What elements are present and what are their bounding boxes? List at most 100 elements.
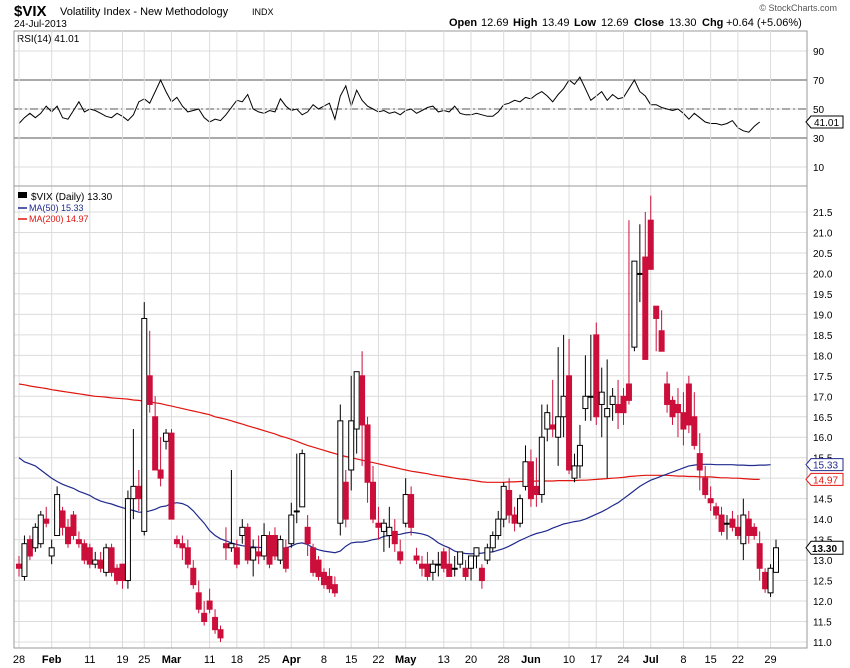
candle-body xyxy=(713,506,720,516)
candle xyxy=(288,502,295,548)
candle xyxy=(277,535,284,565)
candle xyxy=(718,506,725,536)
candle xyxy=(26,535,33,561)
candle xyxy=(631,260,638,352)
date-tick-label: 15 xyxy=(345,654,357,666)
candle xyxy=(32,523,39,552)
date-tick-label: 25 xyxy=(138,654,150,666)
candle xyxy=(745,510,752,544)
candle-body xyxy=(745,518,752,537)
candle-body xyxy=(304,526,311,545)
candle xyxy=(190,560,197,589)
candle xyxy=(315,555,322,581)
candle-body xyxy=(762,571,769,590)
candle-body xyxy=(342,481,349,520)
candle xyxy=(669,396,676,425)
rsi-panel: 90 70 50 30 10 RSI(14) 41.01 41.01 xyxy=(13,30,844,187)
price-legend-label: $VIX (Daily) 13.30 xyxy=(31,192,113,203)
date-tick-label: 22 xyxy=(732,654,744,666)
candle-body xyxy=(549,424,556,430)
ma50-tag: 15.33 xyxy=(805,458,844,472)
candle xyxy=(489,531,496,552)
candle-body xyxy=(517,498,524,524)
low-value: 12.69 xyxy=(601,17,629,29)
candle xyxy=(282,539,289,573)
candle xyxy=(527,449,534,507)
candle xyxy=(598,367,605,438)
instrument-name: Volatility Index - New Methodology xyxy=(60,6,229,18)
candle-body xyxy=(609,395,616,405)
candle xyxy=(37,510,44,548)
candle-body xyxy=(348,420,355,471)
candle-body xyxy=(413,555,420,561)
candle xyxy=(206,588,213,614)
candle xyxy=(54,486,61,537)
candle-body xyxy=(457,551,464,565)
ma200-line xyxy=(18,383,760,483)
candle-body xyxy=(141,317,148,532)
price-tick-label: 19.5 xyxy=(813,290,833,301)
candle xyxy=(522,445,529,491)
candle-body xyxy=(707,498,714,504)
candle xyxy=(271,527,278,561)
close-label: Close xyxy=(634,17,664,29)
date-tick-label: 22 xyxy=(372,654,384,666)
candle-body xyxy=(669,399,676,418)
candle-body xyxy=(310,547,317,573)
candle-body xyxy=(576,444,583,467)
candle-body xyxy=(75,539,82,545)
candle xyxy=(130,429,137,520)
candle-body xyxy=(533,485,540,496)
close-tag-shape xyxy=(805,540,844,555)
candle-body xyxy=(506,489,513,516)
candle xyxy=(397,539,404,565)
candle xyxy=(228,469,235,552)
candle xyxy=(702,465,709,499)
candle-body xyxy=(217,629,224,639)
candle-body xyxy=(26,539,33,557)
candle xyxy=(538,404,545,503)
candle-body xyxy=(593,334,600,418)
date-tick-label: 11 xyxy=(204,654,215,666)
candle xyxy=(457,551,464,569)
date-tick-label: 17 xyxy=(590,654,602,666)
price-legend: $VIX (Daily) 13.30 MA(50) 15.33 MA(200) … xyxy=(18,192,113,224)
price-tick-label: 12.0 xyxy=(813,597,833,608)
date-tick-label: 25 xyxy=(258,654,270,666)
candle-body xyxy=(288,514,295,545)
candle xyxy=(506,478,513,524)
candle-body xyxy=(222,543,229,549)
date-tick-label: 24 xyxy=(617,654,629,666)
candle-legend-swatch xyxy=(18,192,27,198)
candle xyxy=(48,539,55,565)
candle xyxy=(636,224,643,303)
candle-body xyxy=(391,530,398,545)
candle-body xyxy=(54,494,61,537)
candle xyxy=(310,543,317,577)
symbol-title: $VIX xyxy=(14,3,47,20)
candle xyxy=(773,539,779,573)
chg-label: Chg xyxy=(702,17,723,29)
candle xyxy=(674,388,681,438)
ma50-tag-shape xyxy=(805,458,844,472)
candle-body xyxy=(435,563,442,566)
date-tick-label: 15 xyxy=(705,654,717,666)
candle xyxy=(751,523,758,540)
candle xyxy=(97,551,104,573)
candle xyxy=(429,560,436,581)
candle-body xyxy=(228,543,235,549)
price-tick-label: 14.0 xyxy=(813,515,833,526)
candle xyxy=(70,510,77,540)
candle xyxy=(533,457,540,507)
candle-body xyxy=(124,498,131,582)
candle-body xyxy=(163,432,170,442)
candle-body xyxy=(566,375,573,471)
candle xyxy=(707,486,714,511)
candle-body xyxy=(446,563,453,577)
candle-body xyxy=(751,526,758,537)
candle xyxy=(587,334,594,421)
candle xyxy=(293,453,300,524)
rsi-last-value: 41.01 xyxy=(814,118,839,129)
candle xyxy=(582,355,589,421)
price-tick-label: 19.0 xyxy=(813,310,833,321)
